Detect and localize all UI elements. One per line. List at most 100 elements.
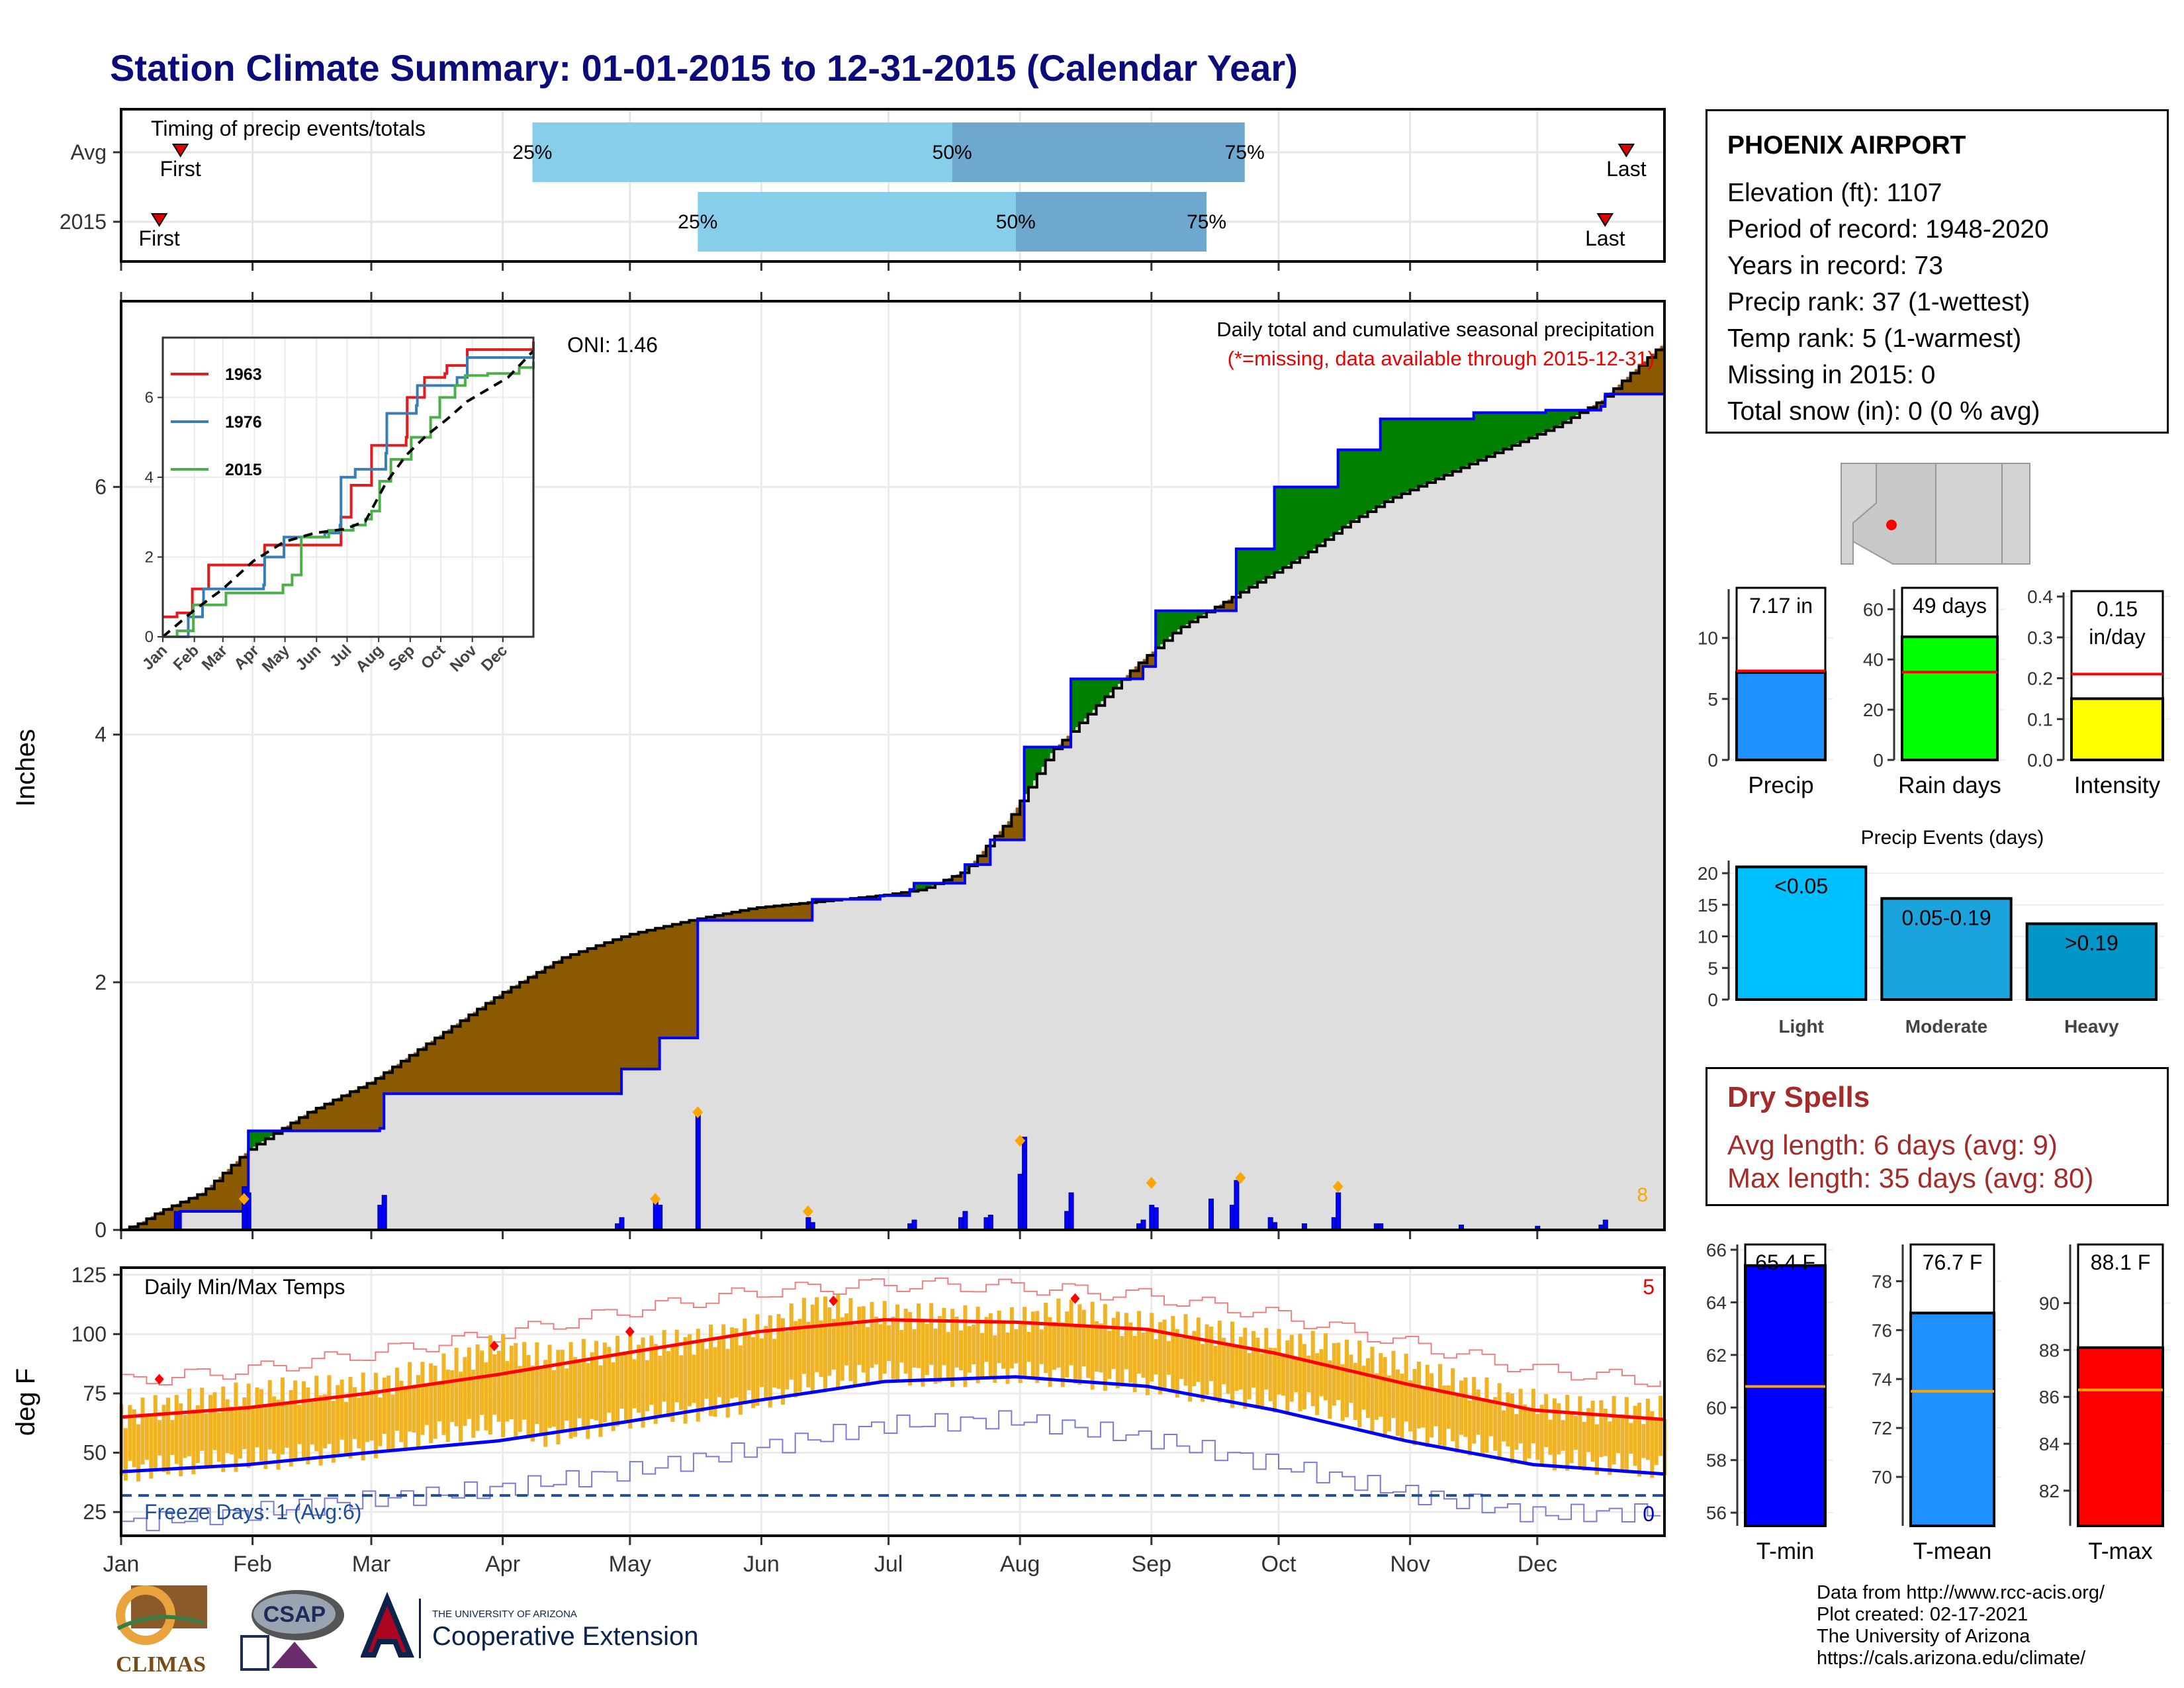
precip-extreme-marker (1015, 1135, 1026, 1147)
temp-daily-bar (394, 1368, 399, 1431)
precip-above-average-fill (1380, 418, 1385, 504)
temp-daily-bar (1226, 1342, 1230, 1394)
temp-daily-bar (318, 1395, 323, 1466)
precip-panel-title: Daily total and cumulative seasonal prec… (1216, 318, 1655, 341)
precip-above-average-fill (1083, 679, 1089, 719)
temp-daily-bar (1294, 1358, 1298, 1393)
precip-above-average-fill (1270, 549, 1275, 575)
precip-above-average-fill (1079, 679, 1084, 723)
temp-daily-bar (1404, 1353, 1408, 1422)
precip-below-average-fill (1003, 826, 1008, 840)
timing-iqr-lower (698, 192, 1016, 252)
footer-line-date: Plot created: 02-17-2021 (1817, 1604, 2028, 1625)
rain-days-bar-y-tick-label: 40 (1863, 649, 1884, 670)
station-elevation: Elevation (ft): 1107 (1727, 179, 1942, 207)
precip-below-average-fill (515, 984, 520, 1094)
temp-daily-bar (1035, 1311, 1040, 1383)
temp-daily-bar (327, 1375, 332, 1444)
timing-p50-label: 50% (996, 211, 1036, 233)
tmean-bar-value-label: 76.7 F (1923, 1250, 1983, 1274)
intensity-bar-value-label: in/day (2089, 625, 2145, 649)
temp-daily-bar (959, 1330, 964, 1370)
precip-below-average-fill (740, 910, 745, 921)
precip-below-average-fill (227, 1169, 232, 1211)
temp-daily-bar (840, 1317, 844, 1381)
precip-above-average-fill (1388, 418, 1394, 500)
precip-above-average-fill (1478, 412, 1483, 461)
precip-above-average-fill (1507, 412, 1512, 447)
temp-daily-bar (1349, 1354, 1353, 1403)
temp-daily-bar (1552, 1398, 1557, 1471)
precip-below-average-fill (231, 1165, 236, 1211)
temp-daily-bar (251, 1409, 255, 1465)
temp-daily-bar (797, 1319, 802, 1392)
temp-daily-bar (1531, 1389, 1535, 1444)
temp-daily-bar (1650, 1411, 1655, 1478)
temp-daily-bar (577, 1362, 582, 1419)
temp-daily-bar (1370, 1346, 1375, 1435)
temp-daily-bar (942, 1307, 946, 1366)
precip-below-average-fill (557, 960, 563, 1094)
temp-daily-bar (1463, 1377, 1468, 1437)
precip-daily-bar (1140, 1219, 1146, 1231)
temp-daily-bar (806, 1321, 811, 1387)
precip-below-average-fill (129, 1227, 134, 1230)
precip-below-average-fill (282, 1128, 287, 1131)
precip-above-average-fill (1563, 410, 1568, 423)
temp-daily-bar (738, 1345, 743, 1415)
temp-daily-bar (844, 1313, 849, 1366)
temp-daily-bar (594, 1340, 599, 1421)
station-missing: Missing in 2015: 0 (1727, 361, 1936, 389)
temp-daily-bar (1586, 1408, 1591, 1452)
intensity-bar-y-tick-label: 0.4 (2027, 586, 2053, 607)
precip-below-average-fill (345, 1094, 351, 1131)
temp-daily-bar (921, 1321, 925, 1387)
temp-daily-bar (1608, 1421, 1612, 1476)
temp-daily-bar (598, 1365, 603, 1437)
precip-below-average-fill (655, 928, 660, 1069)
temp-daily-bar (768, 1315, 772, 1408)
precip-below-average-fill (1223, 602, 1228, 611)
tmax-bar-y-tick-label: 84 (2039, 1434, 2060, 1454)
precip-below-average-fill (240, 1157, 245, 1211)
precip-below-average-fill (685, 921, 690, 1039)
temp-daily-bar (1557, 1403, 1561, 1455)
temp-daily-bar (412, 1385, 416, 1433)
precip-above-average-fill (252, 1131, 257, 1147)
precip-below-average-fill (197, 1194, 203, 1211)
temp-daily-bar (683, 1336, 688, 1424)
timing-iqr-upper (952, 122, 1245, 182)
precip-below-average-fill (1126, 675, 1131, 679)
footer-credits: Data from http://www.rcc-acis.org/ Plot … (1817, 1582, 2105, 1669)
precip-above-average-fill (1075, 679, 1080, 727)
temp-daily-bar (1171, 1316, 1175, 1391)
temp-daily-bar (772, 1338, 777, 1388)
temp-daily-bar (1353, 1362, 1357, 1421)
svg-text:CLIMAS: CLIMAS (116, 1652, 206, 1677)
temp-daily-bar (607, 1346, 612, 1413)
temp-daily-bar (700, 1341, 705, 1413)
temp-daily-bar (1120, 1336, 1124, 1387)
precip-above-average-fill (1050, 747, 1055, 753)
precip-below-average-fill (617, 938, 622, 1094)
precip-below-average-fill (1630, 373, 1635, 395)
temp-daily-bar (1238, 1336, 1243, 1390)
precip-below-average-fill (1656, 350, 1661, 395)
temp-daily-bar (590, 1352, 594, 1419)
precip-above-average-fill (1265, 549, 1271, 578)
precip-below-average-fill (307, 1112, 312, 1131)
precip-above-average-fill (1465, 418, 1470, 466)
precip-above-average-fill (1397, 418, 1402, 496)
temp-daily-bar (836, 1294, 841, 1389)
tmax-bar-y-tick-label: 82 (2039, 1481, 2060, 1501)
temp-daily-bar (132, 1409, 136, 1468)
temp-daily-bar (759, 1338, 764, 1387)
temp-daily-bar (1060, 1322, 1065, 1387)
temp-daily-bar (1132, 1336, 1137, 1393)
dry-spells-box: Dry Spells Avg length: 6 days (avg: 9) M… (1706, 1067, 2169, 1206)
temp-daily-bar (539, 1366, 543, 1436)
precip-bar-label-box (1735, 586, 1827, 674)
precip-below-average-fill (303, 1115, 308, 1131)
precip-below-average-fill (1635, 369, 1640, 395)
temp-daily-bar (1437, 1364, 1442, 1446)
